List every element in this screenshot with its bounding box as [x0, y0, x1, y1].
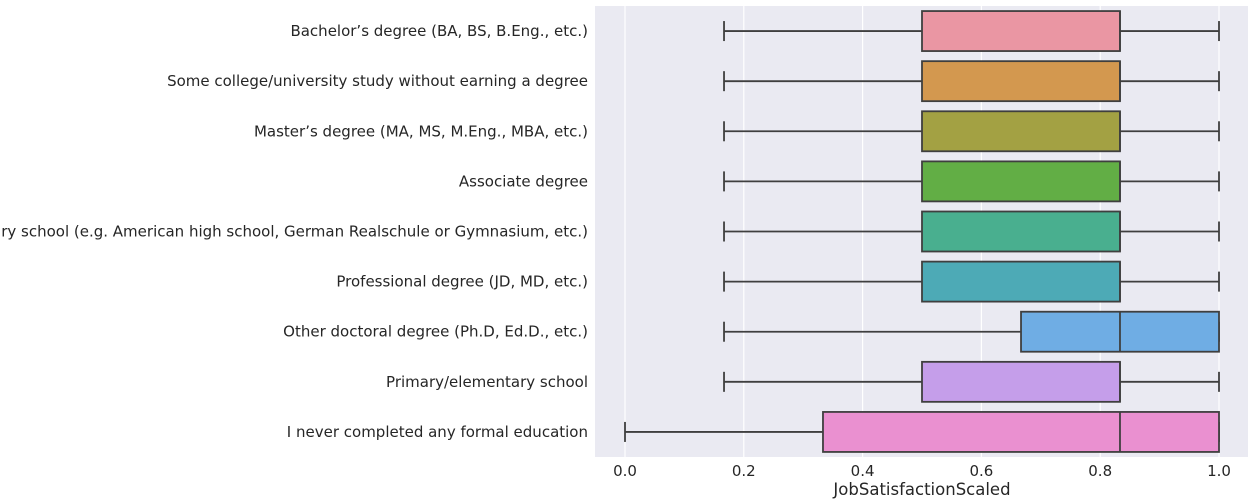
box-6: [723, 260, 1220, 303]
category-label: Primary/elementary school: [386, 373, 588, 391]
x-tick-label: 0.0: [613, 462, 637, 480]
x-tick-label: 1.0: [1207, 462, 1231, 480]
category-label: Master’s degree (MA, MS, M.Eng., MBA, et…: [254, 122, 588, 140]
box-iqr: [921, 110, 1121, 153]
box-2: [723, 60, 1220, 103]
category-label: Bachelor’s degree (BA, BS, B.Eng., etc.): [290, 22, 588, 40]
box-7: [723, 310, 1220, 353]
box-9: [624, 411, 1220, 453]
category-label: I never completed any formal education: [287, 423, 588, 441]
category-label: Other doctoral degree (Ph.D, Ed.D., etc.…: [283, 323, 588, 341]
x-axis-title: JobSatisfactionScaled: [832, 480, 1010, 499]
box-iqr: [921, 210, 1121, 253]
category-label: Associate degree: [459, 172, 588, 190]
x-tick-label: 0.8: [1088, 462, 1112, 480]
box-iqr: [822, 411, 1220, 453]
x-tick-label: 0.4: [851, 462, 875, 480]
box-8: [723, 360, 1220, 403]
box-iqr: [921, 10, 1121, 52]
category-label: Secondary school (e.g. American high sch…: [0, 223, 588, 241]
x-tick-label: 0.6: [969, 462, 993, 480]
boxes-group: [624, 10, 1220, 453]
x-tick-labels: 0.0 0.2 0.4 0.6 0.8 1.0: [613, 462, 1231, 480]
box-iqr: [921, 60, 1121, 103]
box-iqr: [921, 260, 1121, 303]
box-5: [723, 210, 1220, 253]
box-4: [723, 160, 1220, 203]
category-label: Some college/university study without ea…: [167, 72, 588, 90]
category-label: Professional degree (JD, MD, etc.): [336, 273, 588, 291]
category-labels: Bachelor’s degree (BA, BS, B.Eng., etc.)…: [0, 22, 588, 441]
box-1: [723, 10, 1220, 52]
box-3: [723, 110, 1220, 153]
box-iqr: [921, 360, 1121, 403]
x-tick-label: 0.2: [732, 462, 756, 480]
box-iqr: [921, 160, 1121, 203]
